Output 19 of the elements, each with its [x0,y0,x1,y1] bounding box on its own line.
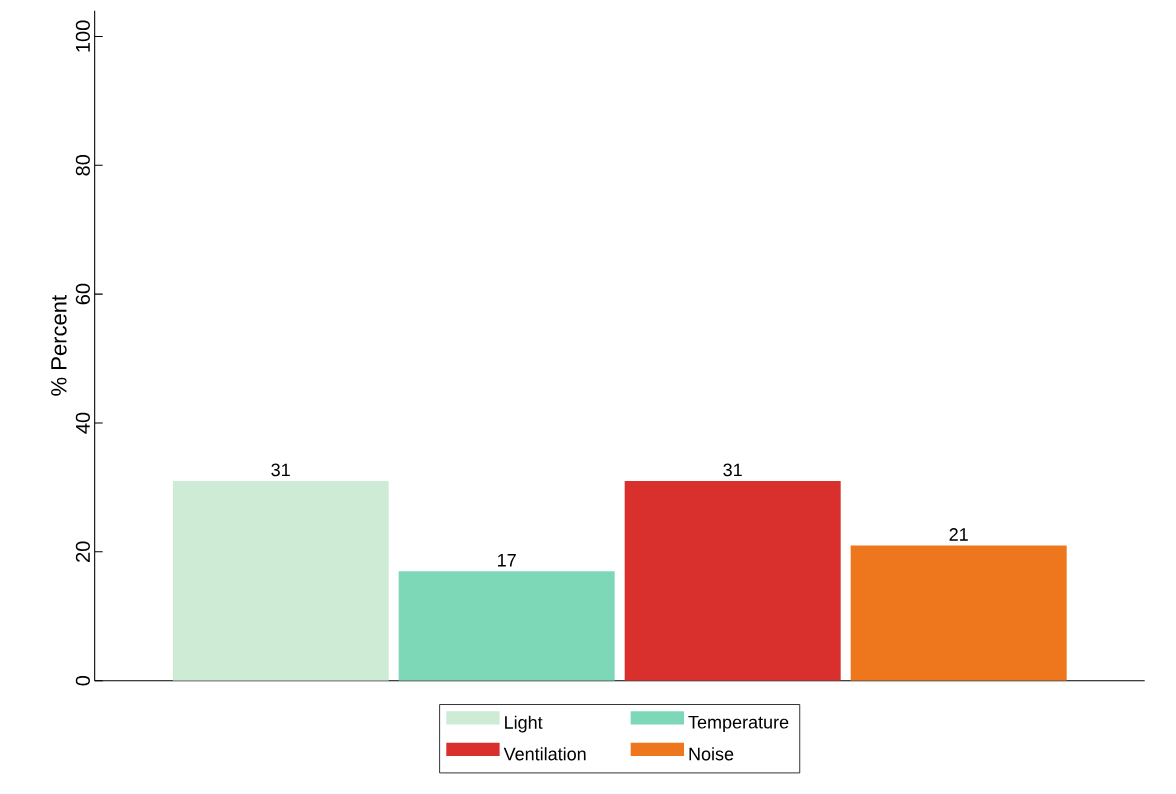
y-axis-title: % Percent [51,295,67,396]
bar [624,480,841,681]
legend-label: Light [505,715,543,733]
y-tick-label: 60 [75,283,90,305]
bar [398,571,615,681]
bar [850,545,1067,681]
bar [172,480,389,681]
y-tick-label: 80 [75,154,90,176]
y-tick-label: 100 [75,20,90,52]
y-tick-label: 0 [75,675,90,686]
y-tick-label: 40 [75,412,90,434]
y-tick-label: 20 [75,541,90,562]
legend-label: Noise [689,747,734,761]
legend-label: Temperature [688,716,789,733]
data-label: 21 [949,528,968,541]
data-label: 31 [723,463,742,477]
legend-label: Ventilation [503,747,586,761]
data-label: 17 [498,554,516,567]
data-label: 31 [271,463,290,477]
